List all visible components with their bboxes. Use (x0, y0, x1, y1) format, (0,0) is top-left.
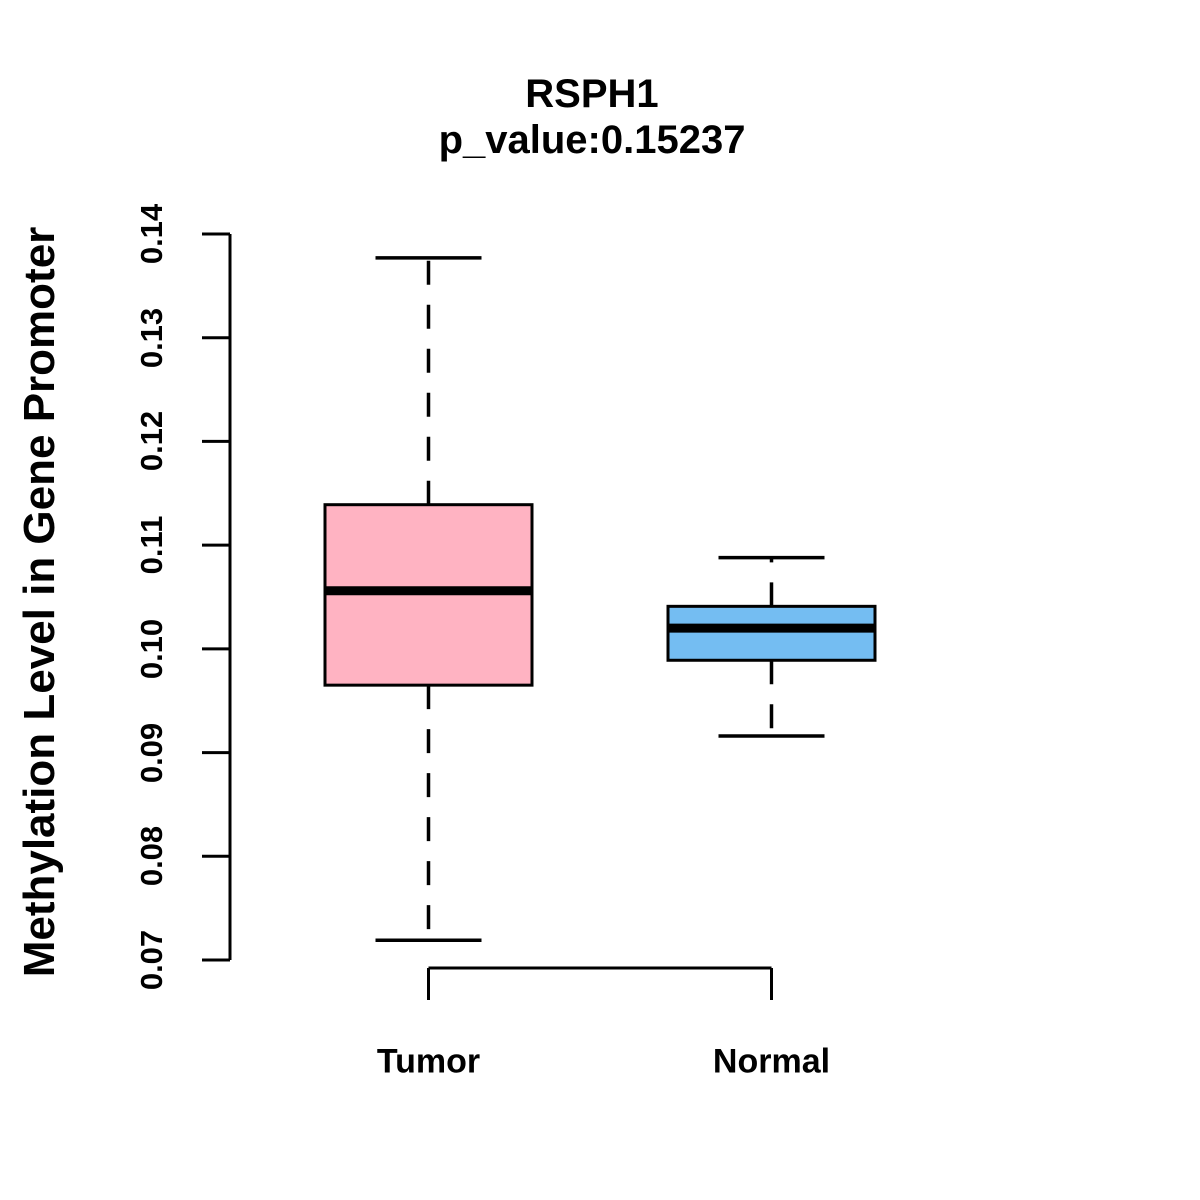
chart-subtitle: p_value:0.15237 (438, 118, 746, 162)
y-tick-label-0.10: 0.10 (134, 618, 169, 680)
y-tick-label-0.12: 0.12 (134, 411, 169, 472)
y-tick-label-0.08: 0.08 (134, 826, 169, 887)
chart-title: RSPH1 (525, 72, 659, 116)
x-axis-label-normal: Normal (712, 1042, 831, 1081)
y-tick-label-0.13: 0.13 (134, 307, 169, 368)
x-axis-label-tumor: Tumor (376, 1042, 481, 1081)
y-tick-label-0.09: 0.09 (134, 722, 169, 783)
box-normal (666, 604, 877, 662)
y-tick-label-0.07: 0.07 (134, 929, 169, 991)
y-tick-label-0.11: 0.11 (134, 515, 169, 575)
y-tick-label-0.14: 0.14 (134, 203, 169, 265)
